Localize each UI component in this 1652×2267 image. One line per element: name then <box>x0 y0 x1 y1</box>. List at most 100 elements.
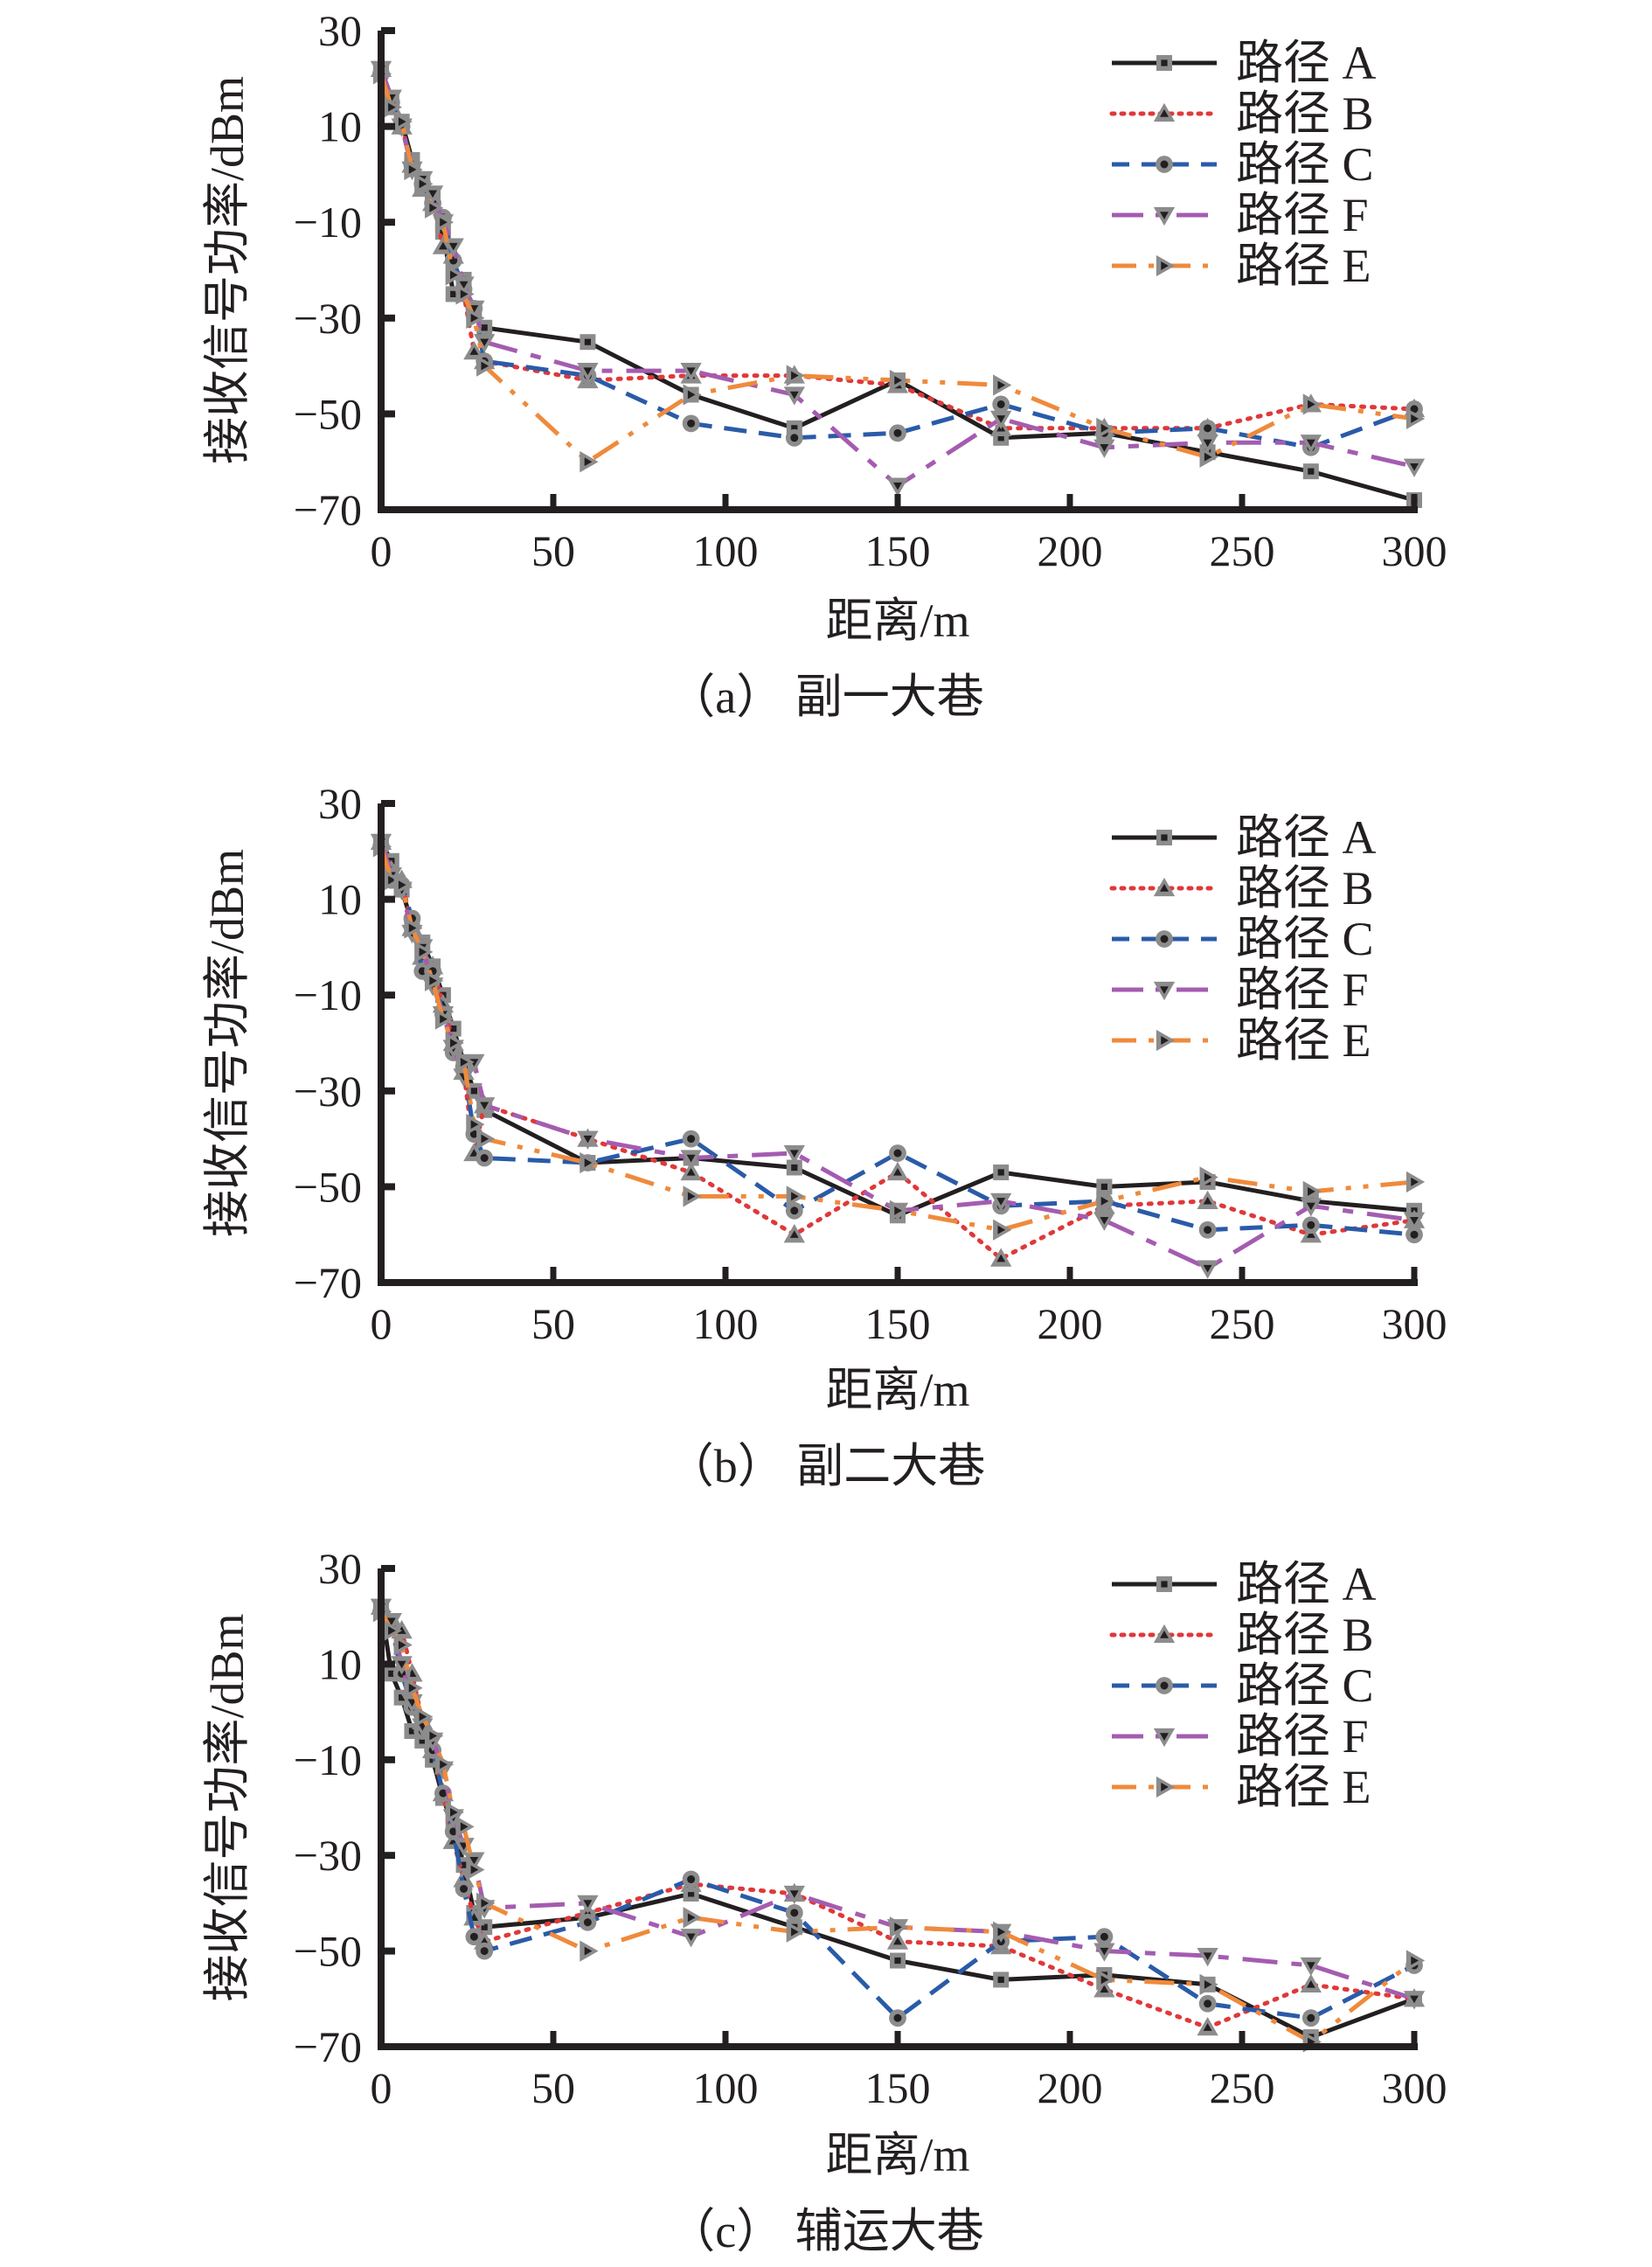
legend-label: 路径 E <box>1236 240 1371 292</box>
data-point-f <box>577 1895 599 1915</box>
legend-label: 路径 C <box>1236 1659 1374 1712</box>
legend-label: 路径 E <box>1236 1761 1371 1813</box>
y-tick-label: 10 <box>318 102 362 151</box>
panel-caption: （c） 辅运大巷 <box>668 2205 983 2257</box>
legend-marker-a-icon <box>1156 55 1172 71</box>
data-point-c <box>785 428 803 447</box>
legend-marker-e-icon <box>1156 1776 1176 1798</box>
data-point-f <box>1093 439 1115 458</box>
data-point-f <box>474 334 496 353</box>
data-point-c <box>1406 1226 1423 1244</box>
data-point-c <box>889 1144 906 1162</box>
y-tick-label: 30 <box>318 1544 362 1593</box>
data-point-c <box>889 424 906 442</box>
data-point-e <box>393 874 413 896</box>
data-point-c <box>1095 1928 1114 1946</box>
legend-marker-f-icon <box>1153 206 1176 226</box>
legend-marker-a-icon <box>1156 830 1172 845</box>
legend-item-b: 路径 B <box>1109 1609 1374 1661</box>
data-point-e <box>424 1725 444 1747</box>
data-point-e <box>1199 1166 1218 1188</box>
y-tick-label: −10 <box>294 1735 362 1784</box>
legend: 路径 A路径 B路径 C路径 F路径 E <box>1109 811 1377 1067</box>
data-point-e <box>889 1916 909 1938</box>
data-point-f <box>1093 1943 1115 1962</box>
data-point-a <box>993 1164 1010 1180</box>
data-point-e <box>683 1907 702 1929</box>
data-point-f <box>1197 435 1218 454</box>
y-tick-label: 30 <box>318 6 362 55</box>
y-tick-label: −70 <box>294 1258 362 1307</box>
data-point-e <box>476 1892 496 1915</box>
data-point-e <box>455 283 475 305</box>
data-point-f <box>1300 435 1322 454</box>
data-point-e <box>404 158 423 181</box>
data-point-c <box>682 1870 700 1888</box>
data-point-f <box>783 1885 805 1905</box>
data-point-a <box>786 1159 802 1176</box>
data-point-e <box>445 264 464 286</box>
y-tick-label: −30 <box>294 1831 362 1880</box>
data-point-e <box>580 1151 599 1174</box>
x-tick-label: 0 <box>371 2063 392 2112</box>
data-point-f <box>421 185 444 205</box>
data-point-e <box>683 384 702 406</box>
x-tick-label: 300 <box>1382 1299 1447 1348</box>
data-point-f <box>1300 1198 1322 1217</box>
x-tick-label: 0 <box>371 526 392 575</box>
data-point-b <box>1093 1978 1115 1998</box>
data-point-c <box>475 1149 494 1167</box>
data-point-f <box>680 362 702 382</box>
data-point-f <box>1300 1957 1322 1977</box>
x-tick-label: 200 <box>1038 526 1103 575</box>
x-tick-label: 250 <box>1210 1299 1275 1348</box>
data-point-e <box>383 1619 402 1642</box>
data-point-f <box>577 1130 599 1150</box>
legend-label: 路径 B <box>1236 862 1374 914</box>
legend-label: 路径 B <box>1236 87 1374 140</box>
legend-item-c: 路径 C <box>1112 138 1374 191</box>
data-point-e <box>786 1186 805 1207</box>
legend-label: 路径 A <box>1236 811 1377 864</box>
data-point-b <box>886 1161 909 1181</box>
data-point-e <box>455 1051 475 1074</box>
data-point-e <box>1199 1973 1218 1996</box>
legend-marker-c-icon <box>1156 1677 1173 1694</box>
legend-marker-f-icon <box>1153 1728 1176 1748</box>
data-point-c <box>1198 1994 1217 2013</box>
legend-item-c: 路径 C <box>1112 1659 1374 1712</box>
legend: 路径 A路径 B路径 C路径 F路径 E <box>1109 37 1377 292</box>
data-point-f <box>680 1150 702 1169</box>
data-point-e <box>993 1921 1012 1943</box>
data-point-e <box>786 1921 805 1943</box>
data-point-f <box>783 386 805 406</box>
data-point-b <box>886 1930 909 1950</box>
data-point-b <box>1300 1973 1322 1993</box>
panel-caption: （b） 副二大巷 <box>667 1440 986 1492</box>
data-point-e <box>580 451 599 473</box>
legend-item-a: 路径 A <box>1112 37 1377 89</box>
data-point-f <box>1403 1212 1426 1231</box>
x-tick-label: 50 <box>531 1299 575 1348</box>
data-point-e <box>414 1706 434 1728</box>
x-tick-label: 150 <box>865 1299 931 1348</box>
data-point-e <box>993 1219 1012 1241</box>
y-axis-title: 接收信号功率/dBm <box>201 1613 253 2001</box>
x-tick-label: 200 <box>1038 1299 1103 1348</box>
data-point-e <box>1406 1171 1426 1193</box>
data-point-e <box>445 1032 464 1054</box>
data-point-a <box>993 1971 1010 1988</box>
legend-item-c: 路径 C <box>1112 913 1374 965</box>
chart-panel-3: 30 10 −10 −30 −50 −700 50 100 150 200 250 300 距离/m 接收… <box>201 1544 1447 2257</box>
data-point-e <box>466 1114 485 1136</box>
legend-item-b: 路径 B <box>1109 87 1374 140</box>
chart-panel-2: 30 10 −10 −30 −50 −700 50 100 150 200 250 300 距离/m 接收… <box>201 779 1447 1492</box>
data-point-f <box>474 1097 496 1116</box>
legend-item-e: 路径 E <box>1112 240 1371 292</box>
data-point-f <box>442 238 464 257</box>
y-tick-label: −10 <box>294 970 362 1019</box>
data-point-e <box>383 96 402 118</box>
data-point-f <box>577 362 599 382</box>
y-tick-label: 10 <box>318 875 362 924</box>
data-point-c <box>465 1928 483 1946</box>
